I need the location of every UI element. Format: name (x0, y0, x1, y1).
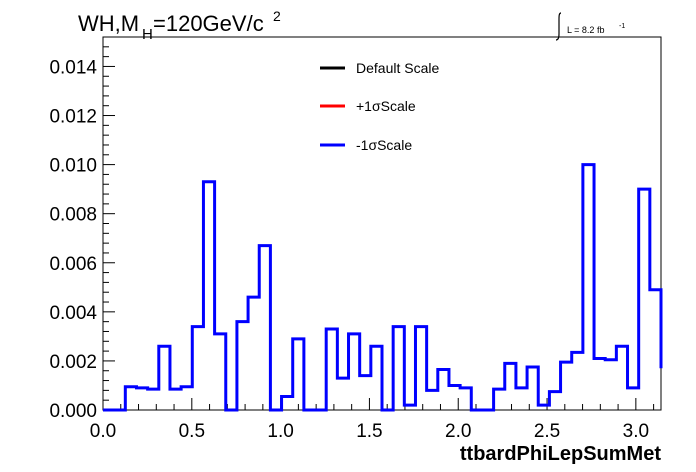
title-rest: =120GeV/c (153, 11, 264, 36)
title-main: WH,M (78, 11, 139, 36)
legend-label-default: Default Scale (356, 60, 439, 76)
x-tick-label: 0.0 (90, 421, 116, 442)
legend: Default Scale +1σScale -1σScale (320, 60, 439, 153)
y-tick-label: 0.008 (49, 205, 97, 226)
legend-label-plus: +1σScale (356, 98, 416, 114)
y-tick-label: 0.014 (49, 57, 97, 78)
chart-title: WH,M H =120GeV/c 2 (78, 8, 281, 43)
x-axis-title: ttbardPhiLepSumMet (460, 443, 661, 465)
y-tick-label: 0.004 (49, 303, 97, 324)
title-sup: 2 (273, 8, 281, 24)
title-sub: H (142, 26, 153, 43)
x-tick-label: 1.5 (356, 421, 382, 442)
y-tick-label: 0.000 (49, 401, 97, 422)
axes: 0.000 0.002 0.004 0.006 0.008 0.010 0.012 0.014… (49, 36, 655, 442)
integral-symbol (555, 12, 562, 41)
series-line (103, 163, 663, 412)
series-layer (103, 163, 663, 412)
x-tick-label: 2.5 (534, 421, 560, 442)
legend-label-minus: -1σScale (356, 137, 412, 153)
x-tick-label: 2.0 (445, 421, 471, 442)
y-tick-label: 0.012 (49, 107, 97, 128)
lumi-sup: -1 (619, 23, 625, 30)
lumi-text: L = 8.2 fb (567, 25, 604, 35)
x-tick-label: 0.5 (179, 421, 205, 442)
lumi-label: L = 8.2 fb -1 (555, 12, 625, 41)
y-tick-label: 0.006 (49, 254, 97, 275)
x-tick-label: 3.0 (623, 421, 649, 442)
x-tick-label: 1.0 (267, 421, 293, 442)
y-tick-label: 0.002 (49, 352, 97, 373)
y-tick-label: 0.010 (49, 156, 97, 177)
